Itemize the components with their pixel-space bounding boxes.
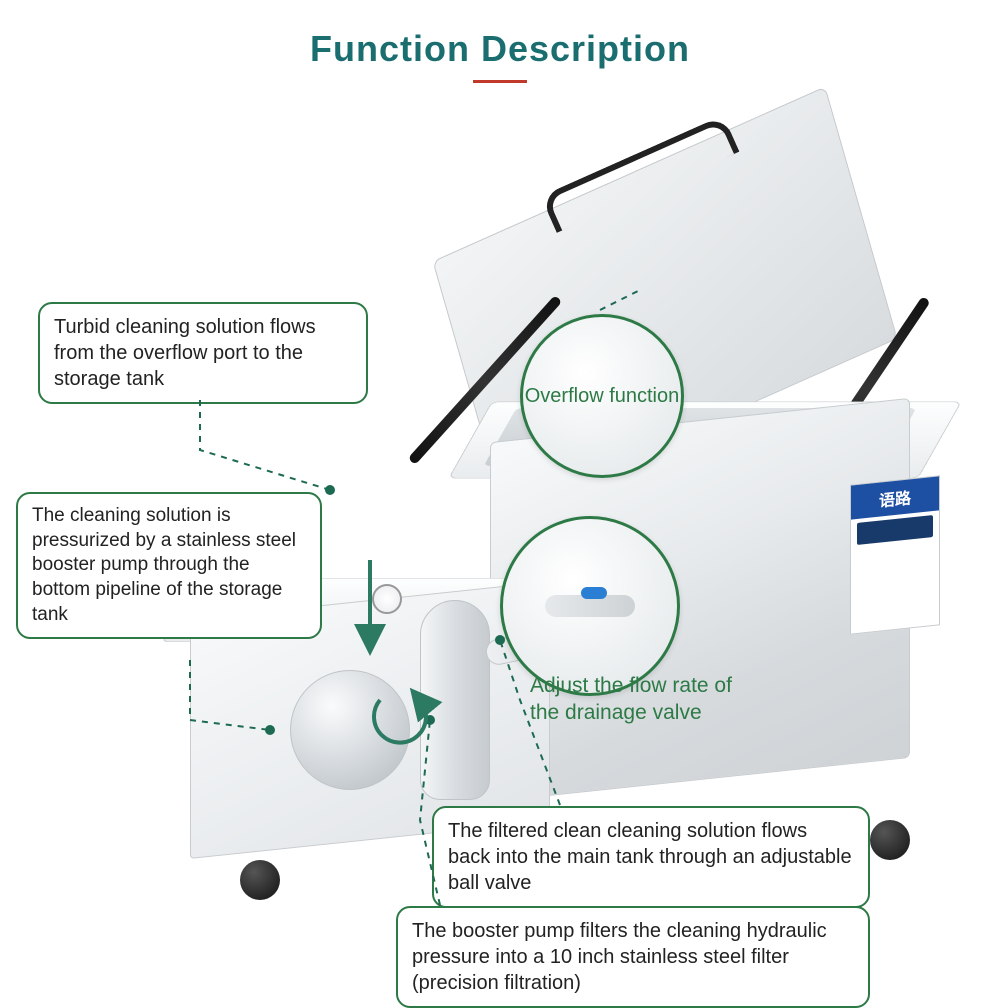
filter-cylinder xyxy=(420,600,490,800)
control-panel: 语路 xyxy=(850,475,940,634)
booster-pump xyxy=(290,670,410,790)
page-title: Function Description xyxy=(0,0,1000,70)
callout-overflow: Turbid cleaning solution flows from the … xyxy=(38,302,368,404)
magnifier-overflow: Overflow function xyxy=(520,314,684,478)
callout-pump: The cleaning solution is pressurized by … xyxy=(16,492,322,639)
caster-wheel xyxy=(240,860,280,900)
callout-return: The filtered clean cleaning solution flo… xyxy=(432,806,870,908)
panel-row xyxy=(857,515,933,545)
magnifier-valve xyxy=(500,516,680,696)
magnifier-overflow-label: Overflow function xyxy=(525,384,680,408)
magnifier-valve-visual xyxy=(545,595,635,617)
caster-wheel xyxy=(870,820,910,860)
panel-brand: 语路 xyxy=(851,476,939,519)
callout-filter: The booster pump filters the cleaning hy… xyxy=(396,906,870,1008)
title-underline xyxy=(473,80,527,83)
adjust-flow-text: Adjust the flow rate of the drainage val… xyxy=(530,672,750,727)
pressure-gauge xyxy=(372,584,402,614)
title-text: Function Description xyxy=(310,28,690,69)
